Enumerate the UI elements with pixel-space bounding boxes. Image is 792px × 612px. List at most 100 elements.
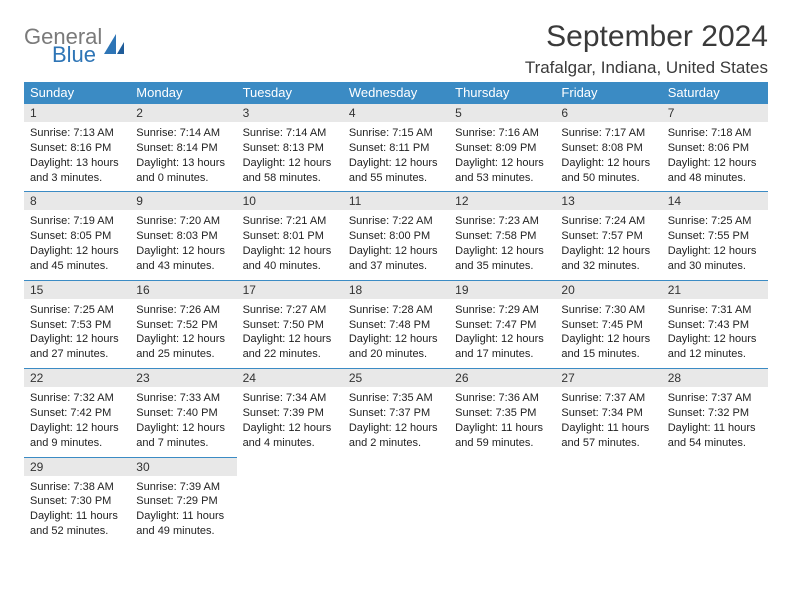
day-body: Sunrise: 7:36 AMSunset: 7:35 PMDaylight:… (449, 388, 555, 456)
day-body: Sunrise: 7:37 AMSunset: 7:32 PMDaylight:… (662, 388, 768, 456)
day-number: 12 (449, 191, 555, 211)
daylight-text: Daylight: 12 hours and 40 minutes. (243, 244, 337, 274)
daylight-text: Daylight: 12 hours and 4 minutes. (243, 421, 337, 451)
sunrise-text: Sunrise: 7:30 AM (561, 303, 655, 318)
sunset-text: Sunset: 8:09 PM (455, 141, 549, 156)
sunrise-text: Sunrise: 7:28 AM (349, 303, 443, 318)
daylight-text: Daylight: 12 hours and 43 minutes. (136, 244, 230, 274)
day-cell: 28Sunrise: 7:37 AMSunset: 7:32 PMDayligh… (662, 368, 768, 456)
day-number: 26 (449, 368, 555, 388)
sunset-text: Sunset: 8:05 PM (30, 229, 124, 244)
day-number: 6 (555, 103, 661, 123)
day-cell: 7Sunrise: 7:18 AMSunset: 8:06 PMDaylight… (662, 103, 768, 191)
day-number: 1 (24, 103, 130, 123)
sunset-text: Sunset: 8:14 PM (136, 141, 230, 156)
daylight-text: Daylight: 12 hours and 55 minutes. (349, 156, 443, 186)
day-cell: 24Sunrise: 7:34 AMSunset: 7:39 PMDayligh… (237, 368, 343, 456)
day-number: 14 (662, 191, 768, 211)
day-number: 2 (130, 103, 236, 123)
sunset-text: Sunset: 7:34 PM (561, 406, 655, 421)
daylight-text: Daylight: 12 hours and 12 minutes. (668, 332, 762, 362)
day-header: Friday (555, 82, 661, 103)
day-header: Thursday (449, 82, 555, 103)
day-cell (237, 457, 343, 545)
sunrise-text: Sunrise: 7:25 AM (668, 214, 762, 229)
day-number: 17 (237, 280, 343, 300)
sunrise-text: Sunrise: 7:20 AM (136, 214, 230, 229)
day-body: Sunrise: 7:13 AMSunset: 8:16 PMDaylight:… (24, 123, 130, 191)
day-cell (343, 457, 449, 545)
logo-text-blue: Blue (52, 44, 102, 66)
location-text: Trafalgar, Indiana, United States (525, 58, 768, 78)
sunrise-text: Sunrise: 7:15 AM (349, 126, 443, 141)
daylight-text: Daylight: 13 hours and 0 minutes. (136, 156, 230, 186)
sunrise-text: Sunrise: 7:16 AM (455, 126, 549, 141)
month-title: September 2024 (525, 20, 768, 54)
daylight-text: Daylight: 12 hours and 22 minutes. (243, 332, 337, 362)
daylight-text: Daylight: 11 hours and 52 minutes. (30, 509, 124, 539)
day-cell: 27Sunrise: 7:37 AMSunset: 7:34 PMDayligh… (555, 368, 661, 456)
day-number: 8 (24, 191, 130, 211)
day-number: 28 (662, 368, 768, 388)
day-cell: 16Sunrise: 7:26 AMSunset: 7:52 PMDayligh… (130, 280, 236, 368)
logo-sail-icon (102, 32, 126, 63)
sunrise-text: Sunrise: 7:39 AM (136, 480, 230, 495)
day-body: Sunrise: 7:26 AMSunset: 7:52 PMDaylight:… (130, 300, 236, 368)
day-header: Tuesday (237, 82, 343, 103)
day-number: 10 (237, 191, 343, 211)
sunrise-text: Sunrise: 7:26 AM (136, 303, 230, 318)
sunset-text: Sunset: 8:00 PM (349, 229, 443, 244)
day-body: Sunrise: 7:15 AMSunset: 8:11 PMDaylight:… (343, 123, 449, 191)
day-body: Sunrise: 7:20 AMSunset: 8:03 PMDaylight:… (130, 211, 236, 279)
day-number: 4 (343, 103, 449, 123)
sunrise-text: Sunrise: 7:25 AM (30, 303, 124, 318)
day-cell: 3Sunrise: 7:14 AMSunset: 8:13 PMDaylight… (237, 103, 343, 191)
sunset-text: Sunset: 7:29 PM (136, 494, 230, 509)
day-body: Sunrise: 7:32 AMSunset: 7:42 PMDaylight:… (24, 388, 130, 456)
sunrise-text: Sunrise: 7:13 AM (30, 126, 124, 141)
day-body: Sunrise: 7:14 AMSunset: 8:14 PMDaylight:… (130, 123, 236, 191)
sunrise-text: Sunrise: 7:14 AM (243, 126, 337, 141)
sunrise-text: Sunrise: 7:35 AM (349, 391, 443, 406)
daylight-text: Daylight: 12 hours and 35 minutes. (455, 244, 549, 274)
day-number: 22 (24, 368, 130, 388)
sunset-text: Sunset: 7:32 PM (668, 406, 762, 421)
sunrise-text: Sunrise: 7:19 AM (30, 214, 124, 229)
day-body: Sunrise: 7:33 AMSunset: 7:40 PMDaylight:… (130, 388, 236, 456)
sunset-text: Sunset: 7:42 PM (30, 406, 124, 421)
day-cell: 4Sunrise: 7:15 AMSunset: 8:11 PMDaylight… (343, 103, 449, 191)
day-cell: 5Sunrise: 7:16 AMSunset: 8:09 PMDaylight… (449, 103, 555, 191)
week-row: 22Sunrise: 7:32 AMSunset: 7:42 PMDayligh… (24, 368, 768, 456)
day-body: Sunrise: 7:35 AMSunset: 7:37 PMDaylight:… (343, 388, 449, 456)
day-number: 30 (130, 457, 236, 477)
daylight-text: Daylight: 12 hours and 15 minutes. (561, 332, 655, 362)
daylight-text: Daylight: 12 hours and 20 minutes. (349, 332, 443, 362)
daylight-text: Daylight: 11 hours and 57 minutes. (561, 421, 655, 451)
day-number: 9 (130, 191, 236, 211)
daylight-text: Daylight: 12 hours and 30 minutes. (668, 244, 762, 274)
daylight-text: Daylight: 12 hours and 58 minutes. (243, 156, 337, 186)
sunrise-text: Sunrise: 7:34 AM (243, 391, 337, 406)
day-cell: 25Sunrise: 7:35 AMSunset: 7:37 PMDayligh… (343, 368, 449, 456)
day-cell: 21Sunrise: 7:31 AMSunset: 7:43 PMDayligh… (662, 280, 768, 368)
daylight-text: Daylight: 11 hours and 49 minutes. (136, 509, 230, 539)
logo-text: General Blue (24, 26, 102, 66)
day-header: Monday (130, 82, 236, 103)
day-cell: 19Sunrise: 7:29 AMSunset: 7:47 PMDayligh… (449, 280, 555, 368)
sunset-text: Sunset: 7:30 PM (30, 494, 124, 509)
day-cell: 11Sunrise: 7:22 AMSunset: 8:00 PMDayligh… (343, 191, 449, 279)
day-body: Sunrise: 7:16 AMSunset: 8:09 PMDaylight:… (449, 123, 555, 191)
daylight-text: Daylight: 12 hours and 27 minutes. (30, 332, 124, 362)
week-row: 15Sunrise: 7:25 AMSunset: 7:53 PMDayligh… (24, 280, 768, 368)
day-body: Sunrise: 7:25 AMSunset: 7:53 PMDaylight:… (24, 300, 130, 368)
daylight-text: Daylight: 12 hours and 50 minutes. (561, 156, 655, 186)
day-number: 19 (449, 280, 555, 300)
day-number: 20 (555, 280, 661, 300)
day-cell: 29Sunrise: 7:38 AMSunset: 7:30 PMDayligh… (24, 457, 130, 545)
sunset-text: Sunset: 7:50 PM (243, 318, 337, 333)
day-cell: 17Sunrise: 7:27 AMSunset: 7:50 PMDayligh… (237, 280, 343, 368)
day-cell: 8Sunrise: 7:19 AMSunset: 8:05 PMDaylight… (24, 191, 130, 279)
day-number: 24 (237, 368, 343, 388)
day-cell: 2Sunrise: 7:14 AMSunset: 8:14 PMDaylight… (130, 103, 236, 191)
daylight-text: Daylight: 12 hours and 17 minutes. (455, 332, 549, 362)
